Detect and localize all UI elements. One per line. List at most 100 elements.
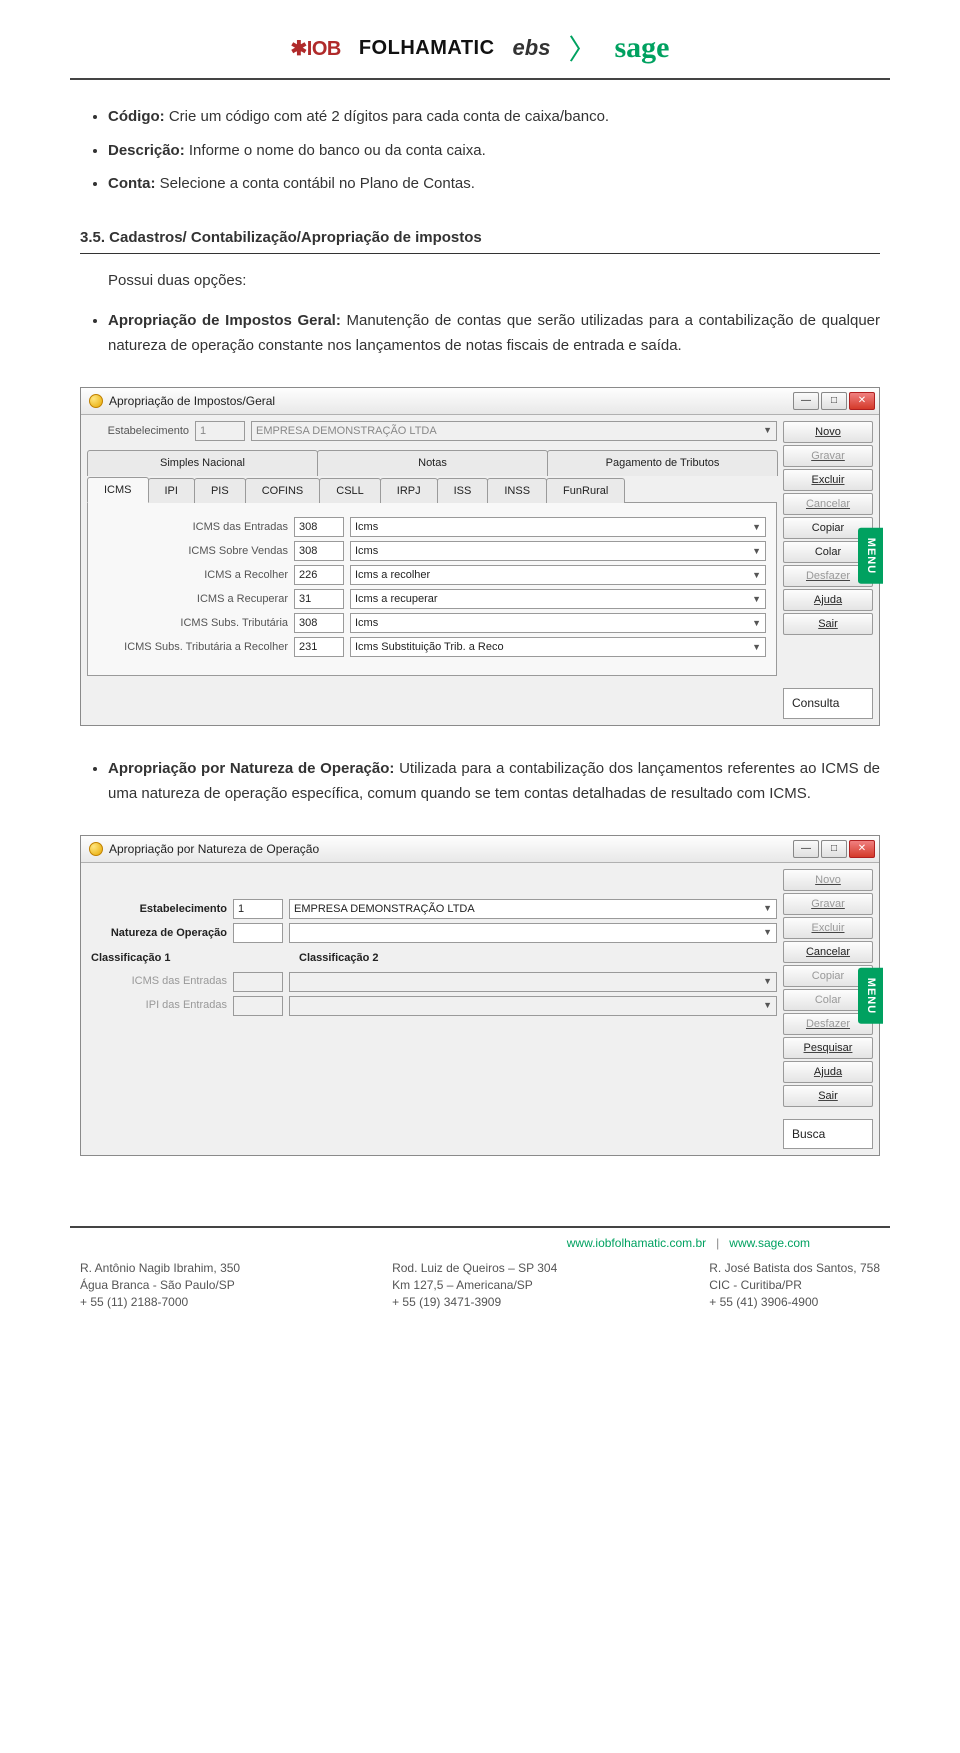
side-btn-cancelar: Cancelar — [783, 493, 873, 515]
row-code-input[interactable]: 226 — [294, 565, 344, 585]
class-code-input — [233, 996, 283, 1016]
minimize-button[interactable]: — — [793, 392, 819, 410]
side-btn-ajuda[interactable]: Ajuda — [783, 589, 873, 611]
window-controls: — □ ✕ — [793, 840, 875, 858]
footer-link-2[interactable]: www.sage.com — [729, 1236, 810, 1250]
bullet-label: Apropriação por Natureza de Operação: — [108, 760, 394, 777]
field-code-input[interactable]: 1 — [233, 899, 283, 919]
logo-iob: ✱IOB — [291, 36, 341, 61]
sub-tab-pis[interactable]: PIS — [194, 478, 246, 504]
field-code-input[interactable] — [233, 923, 283, 943]
row-desc-input[interactable]: Icms▼ — [350, 517, 766, 537]
row-desc-input[interactable]: Icms a recolher▼ — [350, 565, 766, 585]
icms-row: ICMS a Recolher 226 Icms a recolher▼ — [98, 565, 766, 585]
minimize-button[interactable]: — — [793, 840, 819, 858]
bullet-label: Conta: — [108, 175, 156, 192]
side-btn-sair[interactable]: Sair — [783, 1085, 873, 1107]
footer-line: Km 127,5 – Americana/SP — [392, 1277, 557, 1294]
chevron-down-icon[interactable]: ▼ — [759, 901, 772, 916]
sub-tab-iss[interactable]: ISS — [437, 478, 489, 504]
icms-row: ICMS a Recuperar 31 Icms a recuperar▼ — [98, 589, 766, 609]
field-desc-input[interactable]: EMPRESA DEMONSTRAÇÃO LTDA▼ — [289, 899, 777, 919]
window-title: Apropriação por Natureza de Operação — [109, 839, 319, 859]
icms-row: ICMS das Entradas 308 Icms▼ — [98, 517, 766, 537]
chevron-down-icon[interactable]: ▼ — [759, 925, 772, 940]
bullet-item: Descrição: Informe o nome do banco ou da… — [108, 138, 880, 164]
app-icon — [89, 842, 103, 856]
side-btn-gravar: Gravar — [783, 445, 873, 467]
side-btn-sair[interactable]: Sair — [783, 613, 873, 635]
bullet-label: Apropriação de Impostos Geral: — [108, 312, 341, 329]
row-label: ICMS a Recolher — [98, 566, 288, 585]
menu-tab[interactable]: MENU — [858, 528, 883, 584]
sub-tab-inss[interactable]: INSS — [487, 478, 547, 504]
top-tab[interactable]: Pagamento de Tributos — [547, 450, 778, 476]
maximize-button[interactable]: □ — [821, 840, 847, 858]
class-row-label: ICMS das Entradas — [87, 972, 227, 991]
close-button[interactable]: ✕ — [849, 840, 875, 858]
row-code-input[interactable]: 308 — [294, 613, 344, 633]
field-label: Estabelecimento — [87, 900, 227, 919]
sub-tab-irpj[interactable]: IRPJ — [380, 478, 438, 504]
sub-tab-cofins[interactable]: COFINS — [245, 478, 321, 504]
field-desc-input[interactable]: ▼ — [289, 923, 777, 943]
side-btn-novo[interactable]: Novo — [783, 421, 873, 443]
icms-row: ICMS Subs. Tributária308Icms▼ — [98, 613, 766, 633]
estab-code-input: 1 — [195, 421, 245, 441]
chevron-down-icon[interactable]: ▼ — [748, 544, 761, 559]
row-code-input[interactable]: 308 — [294, 517, 344, 537]
bullet-list-3: Apropriação por Natureza de Operação: Ut… — [80, 756, 880, 807]
side-btn-cancelar[interactable]: Cancelar — [783, 941, 873, 963]
chevron-down-icon[interactable]: ▼ — [748, 592, 761, 607]
chevron-down-icon[interactable]: ▼ — [748, 520, 761, 535]
footer-column: R. José Batista dos Santos, 758CIC - Cur… — [709, 1260, 880, 1310]
row-desc-input[interactable]: Icms Substituição Trib. a Reco▼ — [350, 637, 766, 657]
sub-tab-ipi[interactable]: IPI — [148, 478, 195, 504]
top-tab[interactable]: Simples Nacional — [87, 450, 318, 476]
footer-column: Rod. Luiz de Queiros – SP 304Km 127,5 – … — [392, 1260, 557, 1310]
class-row: IPI das Entradas▼ — [87, 996, 777, 1016]
left-panel: Estabelecimento 1 EMPRESA DEMONSTRAÇÃO L… — [87, 421, 777, 676]
app-icon — [89, 394, 103, 408]
row-label: ICMS a Recuperar — [98, 590, 288, 609]
bullet-apropriacao: Apropriação de Impostos Geral: Manutençã… — [108, 308, 880, 359]
side-btn-ajuda[interactable]: Ajuda — [783, 1061, 873, 1083]
logo-ebs: ebs — [513, 35, 551, 61]
chevron-down-icon: ▼ — [759, 974, 772, 989]
maximize-button[interactable]: □ — [821, 392, 847, 410]
row-desc-input[interactable]: Icms a recuperar▼ — [350, 589, 766, 609]
header-logos: ✱IOB FOLHAMATIC ebs 〉 sage — [0, 0, 960, 78]
window-apropriacao-natureza: Apropriação por Natureza de Operação — □… — [80, 835, 880, 1157]
sub-tab-funrural[interactable]: FunRural — [546, 478, 625, 504]
footer-line: Rod. Luiz de Queiros – SP 304 — [392, 1260, 557, 1277]
chevron-down-icon[interactable]: ▼ — [748, 568, 761, 583]
side-btn-excluir: Excluir — [783, 917, 873, 939]
bullet-item: Código: Crie um código com até 2 dígitos… — [108, 104, 880, 130]
row-desc-input[interactable]: Icms▼ — [350, 613, 766, 633]
row-label: ICMS das Entradas — [98, 518, 288, 537]
sub-tab-strip: ICMSIPIPISCOFINSCSLLIRPJISSINSSFunRural — [87, 476, 777, 504]
footer-line: CIC - Curitiba/PR — [709, 1277, 880, 1294]
bullet-item: Conta: Selecione a conta contábil no Pla… — [108, 171, 880, 197]
close-button[interactable]: ✕ — [849, 392, 875, 410]
row-desc-input[interactable]: Icms▼ — [350, 541, 766, 561]
side-btn-excluir[interactable]: Excluir — [783, 469, 873, 491]
chevron-down-icon[interactable]: ▼ — [748, 616, 761, 631]
row-label: ICMS Subs. Tributária a Recolher — [98, 638, 288, 657]
side-btn-pesquisar[interactable]: Pesquisar — [783, 1037, 873, 1059]
row-code-input[interactable]: 308 — [294, 541, 344, 561]
chevron-down-icon[interactable]: ▼ — [748, 640, 761, 655]
row-code-input[interactable]: 231 — [294, 637, 344, 657]
bullet-natureza: Apropriação por Natureza de Operação: Ut… — [108, 756, 880, 807]
footer-column: R. Antônio Nagib Ibrahim, 350Água Branca… — [80, 1260, 240, 1310]
footer-line: Água Branca - São Paulo/SP — [80, 1277, 240, 1294]
row-code-input[interactable]: 31 — [294, 589, 344, 609]
chevron-down-icon: ▼ — [759, 423, 772, 438]
estab-label: Estabelecimento — [87, 422, 189, 441]
sub-tab-icms[interactable]: ICMS — [87, 477, 149, 504]
menu-tab[interactable]: MENU — [858, 967, 883, 1023]
top-tab[interactable]: Notas — [317, 450, 548, 476]
footer-link-1[interactable]: www.iobfolhamatic.com.br — [567, 1236, 706, 1250]
sub-tab-csll[interactable]: CSLL — [319, 478, 381, 504]
status-box: Busca — [783, 1119, 873, 1149]
